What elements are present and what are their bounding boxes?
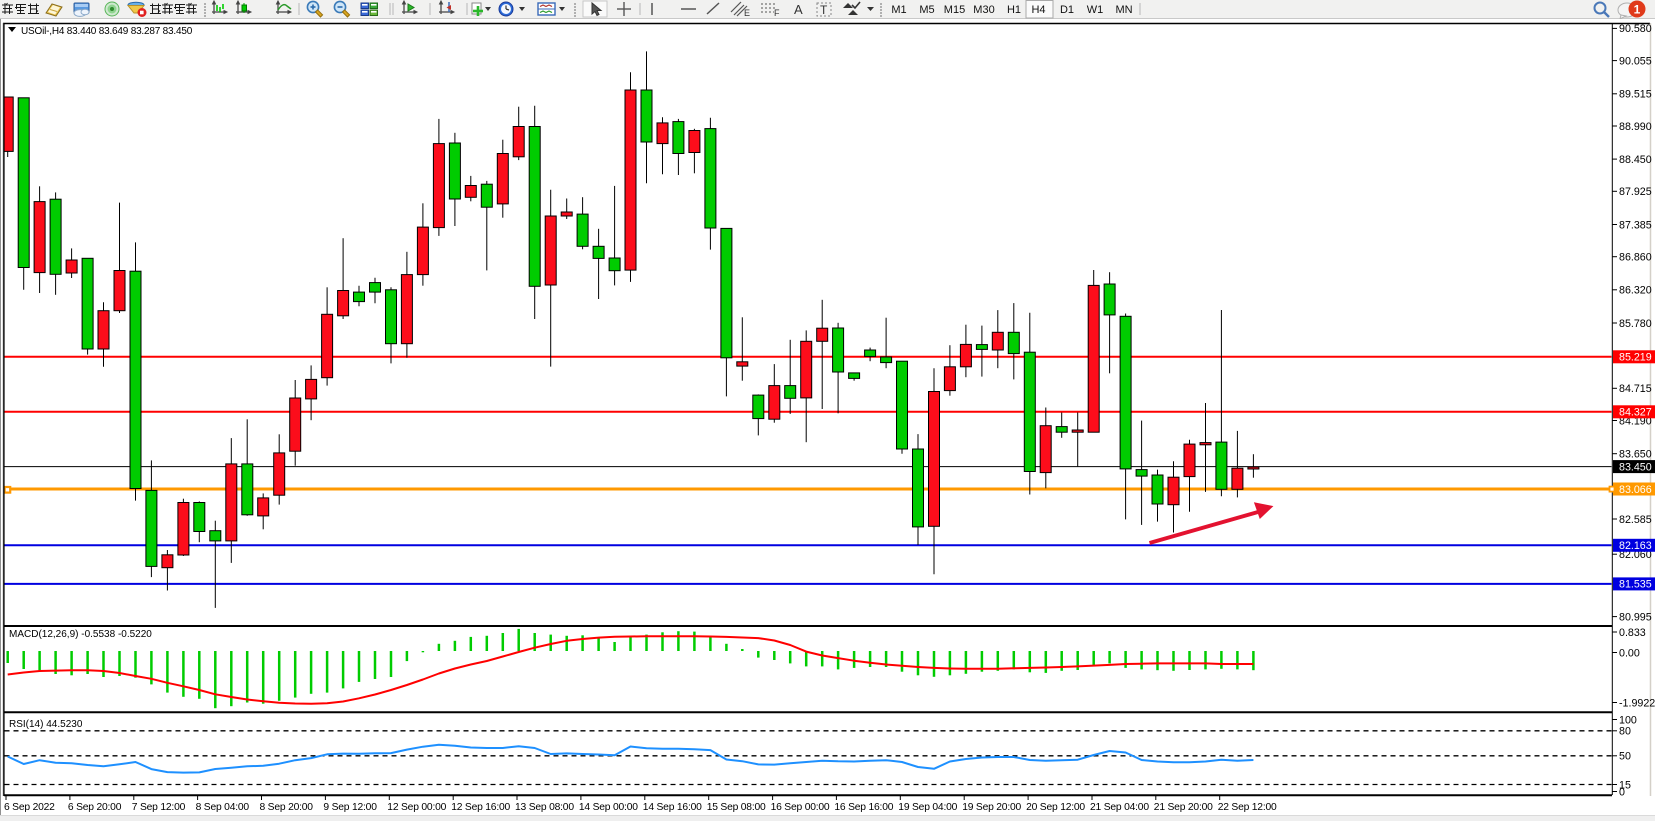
svg-text:87.925: 87.925 bbox=[1619, 186, 1652, 198]
svg-text:20 Sep 12:00: 20 Sep 12:00 bbox=[1026, 802, 1085, 813]
svg-text:80: 80 bbox=[1619, 726, 1631, 738]
svg-text:16 Sep 16:00: 16 Sep 16:00 bbox=[834, 802, 893, 813]
svg-text:0: 0 bbox=[1619, 786, 1625, 798]
svg-text:7 Sep 12:00: 7 Sep 12:00 bbox=[132, 802, 186, 813]
svg-text:50: 50 bbox=[1619, 751, 1631, 763]
svg-text:H1: H1 bbox=[1007, 4, 1021, 16]
svg-text:21 Sep 04:00: 21 Sep 04:00 bbox=[1090, 802, 1149, 813]
svg-text:8 Sep 20:00: 8 Sep 20:00 bbox=[260, 802, 314, 813]
svg-text:82.163: 82.163 bbox=[1619, 540, 1652, 552]
svg-text:8 Sep 04:00: 8 Sep 04:00 bbox=[196, 802, 250, 813]
svg-text:12 Sep 16:00: 12 Sep 16:00 bbox=[451, 802, 510, 813]
svg-text:21 Sep 20:00: 21 Sep 20:00 bbox=[1154, 802, 1213, 813]
svg-text:0.833: 0.833 bbox=[1619, 627, 1646, 639]
svg-text:1: 1 bbox=[1634, 3, 1641, 17]
svg-text:84.715: 84.715 bbox=[1619, 383, 1652, 395]
svg-text:9 Sep 12:00: 9 Sep 12:00 bbox=[323, 802, 377, 813]
svg-text:RSI(14) 44.5230: RSI(14) 44.5230 bbox=[9, 719, 83, 730]
svg-text:22 Sep 12:00: 22 Sep 12:00 bbox=[1218, 802, 1277, 813]
svg-text:E: E bbox=[744, 8, 750, 18]
svg-text:83.450: 83.450 bbox=[1619, 461, 1652, 473]
svg-text:80.995: 80.995 bbox=[1619, 611, 1652, 623]
svg-text:13 Sep 08:00: 13 Sep 08:00 bbox=[515, 802, 574, 813]
svg-text:88.450: 88.450 bbox=[1619, 154, 1652, 166]
svg-text:87.385: 87.385 bbox=[1619, 219, 1652, 231]
svg-text:A: A bbox=[794, 2, 803, 17]
svg-text:M5: M5 bbox=[919, 4, 934, 16]
svg-text:M30: M30 bbox=[973, 4, 994, 16]
svg-text:14 Sep 16:00: 14 Sep 16:00 bbox=[643, 802, 702, 813]
svg-text:86.860: 86.860 bbox=[1619, 252, 1652, 264]
svg-text:15: 15 bbox=[1619, 779, 1631, 791]
svg-text:6 Sep 2022: 6 Sep 2022 bbox=[4, 802, 55, 813]
svg-text:83.066: 83.066 bbox=[1619, 484, 1652, 496]
svg-text:M1: M1 bbox=[891, 4, 906, 16]
svg-text:14 Sep 00:00: 14 Sep 00:00 bbox=[579, 802, 638, 813]
svg-text:19 Sep 04:00: 19 Sep 04:00 bbox=[898, 802, 957, 813]
svg-text:86.320: 86.320 bbox=[1619, 285, 1652, 297]
svg-text:85.780: 85.780 bbox=[1619, 318, 1652, 330]
svg-text:0.00: 0.00 bbox=[1619, 647, 1640, 659]
svg-text:88.990: 88.990 bbox=[1619, 121, 1652, 133]
svg-text:D1: D1 bbox=[1060, 4, 1074, 16]
svg-text:H4: H4 bbox=[1031, 4, 1045, 16]
svg-text:MACD(12,26,9) -0.5538 -0.5220: MACD(12,26,9) -0.5538 -0.5220 bbox=[9, 629, 152, 640]
svg-text:83.650: 83.650 bbox=[1619, 449, 1652, 461]
svg-text:MN: MN bbox=[1115, 4, 1132, 16]
svg-text:W1: W1 bbox=[1087, 4, 1104, 16]
svg-text:12 Sep 00:00: 12 Sep 00:00 bbox=[387, 802, 446, 813]
svg-text:F: F bbox=[774, 8, 780, 18]
svg-text:T: T bbox=[820, 3, 828, 17]
svg-text:100: 100 bbox=[1619, 714, 1637, 726]
svg-text:81.535: 81.535 bbox=[1619, 579, 1652, 591]
svg-text:90.580: 90.580 bbox=[1619, 23, 1652, 35]
svg-text:USOil-,H4 83.440 83.649 83.28: USOil-,H4 83.440 83.649 83.287 83.450 bbox=[21, 26, 193, 37]
svg-text:16 Sep 00:00: 16 Sep 00:00 bbox=[771, 802, 830, 813]
svg-text:84.327: 84.327 bbox=[1619, 407, 1652, 419]
svg-text:M15: M15 bbox=[944, 4, 965, 16]
svg-text:82.585: 82.585 bbox=[1619, 514, 1652, 526]
svg-text:90.055: 90.055 bbox=[1619, 55, 1652, 67]
svg-text:15 Sep 08:00: 15 Sep 08:00 bbox=[707, 802, 766, 813]
svg-text:85.219: 85.219 bbox=[1619, 352, 1652, 364]
svg-text:-1.9922: -1.9922 bbox=[1619, 697, 1655, 709]
svg-text:82.060: 82.060 bbox=[1619, 549, 1652, 561]
svg-text:6 Sep 20:00: 6 Sep 20:00 bbox=[68, 802, 122, 813]
svg-text:89.515: 89.515 bbox=[1619, 89, 1652, 101]
svg-text:19 Sep 20:00: 19 Sep 20:00 bbox=[962, 802, 1021, 813]
